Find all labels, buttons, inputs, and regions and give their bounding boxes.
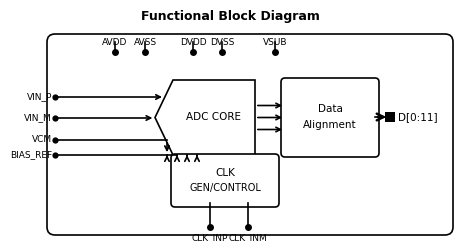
Text: CLK_INP: CLK_INP: [191, 233, 228, 241]
Text: Functional Block Diagram: Functional Block Diagram: [140, 10, 319, 23]
Text: BIAS_REF: BIAS_REF: [10, 150, 52, 160]
FancyBboxPatch shape: [280, 78, 378, 157]
Text: VSUB: VSUB: [262, 38, 286, 47]
FancyBboxPatch shape: [171, 154, 279, 207]
Text: D[0:11]: D[0:11]: [397, 112, 437, 122]
Text: GEN/CONTROL: GEN/CONTROL: [189, 182, 260, 193]
Text: CLK_INM: CLK_INM: [228, 233, 267, 241]
Text: VCM: VCM: [32, 135, 52, 145]
FancyBboxPatch shape: [47, 34, 452, 235]
Text: DVDD: DVDD: [179, 38, 206, 47]
Text: VIN_P: VIN_P: [27, 93, 52, 101]
Text: VIN_M: VIN_M: [24, 114, 52, 122]
Text: AVDD: AVDD: [102, 38, 128, 47]
Text: Alignment: Alignment: [302, 120, 356, 130]
Text: CLK: CLK: [215, 168, 235, 179]
Text: Data: Data: [317, 105, 341, 114]
Text: ADC CORE: ADC CORE: [186, 113, 241, 122]
Text: AVSS: AVSS: [133, 38, 156, 47]
Polygon shape: [155, 80, 254, 155]
Text: DVSS: DVSS: [209, 38, 234, 47]
